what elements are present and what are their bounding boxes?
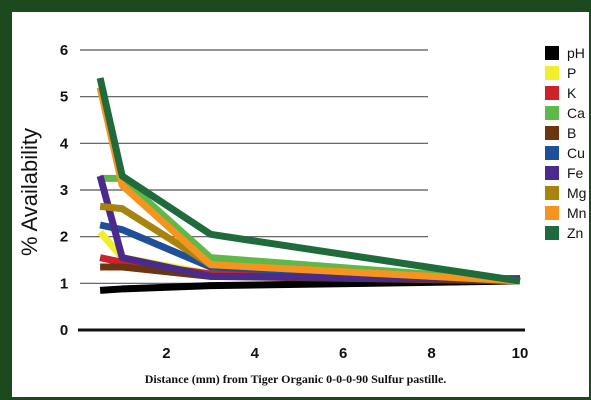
y-tick-label-4: 4 <box>60 135 69 152</box>
series-lines <box>96 77 521 294</box>
x-tick-label-4: 4 <box>251 345 260 362</box>
legend-swatch-k <box>545 86 559 100</box>
y-tick-label-5: 5 <box>60 89 68 106</box>
legend-swatch-b <box>545 126 559 140</box>
legend-swatch-ca <box>545 106 559 120</box>
y-axis-label: % Availability <box>17 128 42 256</box>
x-tick-label-8: 8 <box>427 345 435 362</box>
series-line-ph <box>99 277 521 294</box>
x-tick-label-2: 2 <box>162 345 170 362</box>
y-tick-label-1: 1 <box>60 275 68 292</box>
legend-label-mn: Mn <box>567 205 586 221</box>
legend-label-ca: Ca <box>567 105 585 121</box>
legend: pH PK Ca B Cu Fe Mg Mn Zn <box>545 45 586 241</box>
series-line-fe <box>96 175 521 283</box>
y-tick-label-0: 0 <box>60 322 68 339</box>
x-axis-ticks: 2 4 6 8 10 <box>162 345 528 362</box>
legend-label-mg: Mg <box>567 185 586 201</box>
y-tick-label-3: 3 <box>60 182 68 199</box>
x-tick-label-10: 10 <box>512 345 529 362</box>
y-tick-label-6: 6 <box>60 42 68 59</box>
series-line-zn <box>96 77 521 285</box>
legend-label-cu: Cu <box>567 145 585 161</box>
legend-swatch-p <box>545 66 559 80</box>
legend-label-p: P <box>567 65 576 81</box>
x-axis-label: Distance (mm) from Tiger Organic 0-0-0-9… <box>144 372 447 386</box>
y-tick-label-2: 2 <box>60 229 68 246</box>
y-axis-ticks: 0 1 2 3 4 5 6 <box>60 42 69 339</box>
legend-label-ph: pH <box>567 45 585 61</box>
legend-label-b: B <box>567 125 576 141</box>
legend-swatch-fe <box>545 166 559 180</box>
x-tick-label-6: 6 <box>339 345 347 362</box>
legend-label-k: K <box>567 85 577 101</box>
legend-swatch-cu <box>545 146 559 160</box>
legend-label-fe: Fe <box>567 165 584 181</box>
legend-swatch-ph <box>545 46 559 60</box>
legend-swatch-zn <box>545 226 559 240</box>
legend-swatch-mn <box>545 206 559 220</box>
legend-swatch-mg <box>545 186 559 200</box>
legend-label-zn: Zn <box>567 225 583 241</box>
